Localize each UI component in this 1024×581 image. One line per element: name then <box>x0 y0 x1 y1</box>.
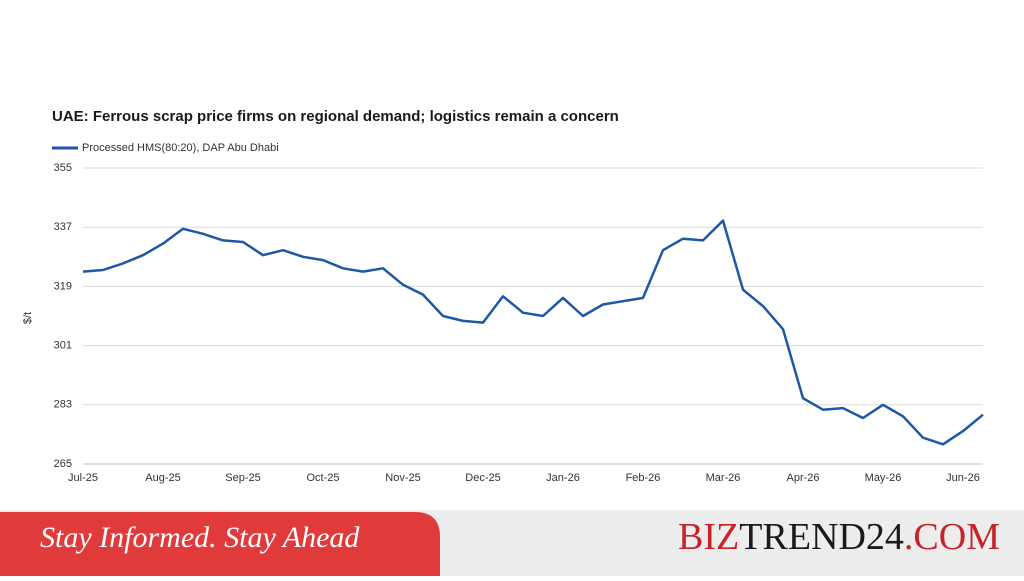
x-tick-label: May-26 <box>865 472 902 484</box>
y-tick-label: 283 <box>54 399 72 411</box>
x-tick-label: Aug-25 <box>145 472 180 484</box>
x-tick-label: Jan-26 <box>546 472 580 484</box>
slogan-band <box>0 512 440 576</box>
brand-part: 24 <box>866 516 904 558</box>
x-tick-label: Jun-26 <box>946 472 980 484</box>
x-tick-label: Mar-26 <box>706 472 741 484</box>
x-tick-label: Sep-25 <box>225 472 260 484</box>
y-tick-label: 319 <box>54 280 72 292</box>
plot: 265 283 301 319 337 355 Jul-25 Aug-25 Sep-25 Oct-… <box>54 162 984 484</box>
x-tick-label: Oct-25 <box>306 472 339 484</box>
x-tick-label: Apr-26 <box>786 472 819 484</box>
y-axis-label: $/t <box>22 312 34 324</box>
y-tick-label: 355 <box>54 162 72 174</box>
brand-part: .COM <box>904 516 1000 558</box>
slogan: Stay Informed. Stay Ahead <box>40 521 360 554</box>
legend-label: Processed HMS(80:20), DAP Abu Dhabi <box>82 142 279 154</box>
price-line <box>82 219 984 446</box>
chart-title: UAE: Ferrous scrap price firms on region… <box>52 108 619 125</box>
y-tick-label: 337 <box>54 221 72 233</box>
y-tick-label: 301 <box>54 340 72 352</box>
brand: BIZTREND24.COM <box>678 516 1000 558</box>
x-tick-label: Dec-25 <box>465 472 500 484</box>
x-tick-label: Nov-25 <box>385 472 420 484</box>
brand-part: BIZ <box>678 516 739 558</box>
y-tick-label: 265 <box>54 458 72 470</box>
x-tick-label: Jul-25 <box>68 472 98 484</box>
brand-part: TREND <box>739 516 866 558</box>
x-tick-label: Feb-26 <box>626 472 661 484</box>
